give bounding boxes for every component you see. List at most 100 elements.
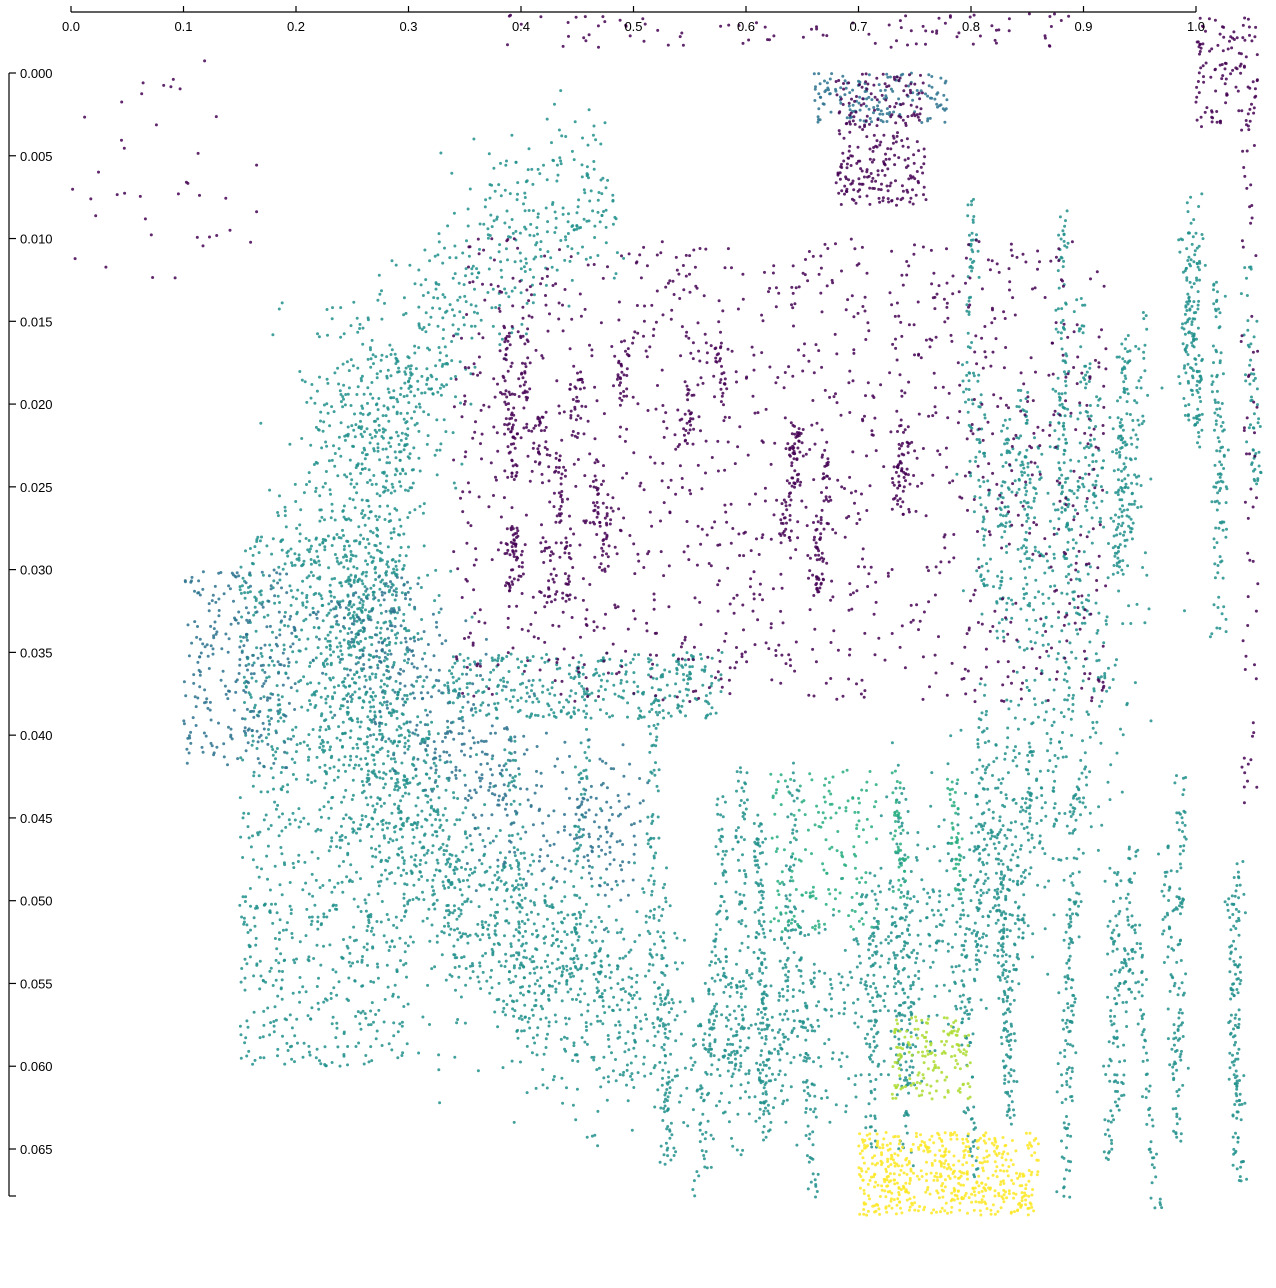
scatter-point — [359, 621, 363, 625]
scatter-point — [1107, 1134, 1111, 1138]
scatter-point — [625, 1063, 629, 1067]
scatter-point — [544, 1037, 548, 1041]
scatter-point — [1063, 1048, 1067, 1052]
scatter-point — [424, 794, 428, 797]
scatter-point — [1130, 481, 1134, 485]
scatter-point — [457, 281, 461, 285]
scatter-point — [420, 328, 424, 331]
scatter-point — [1153, 1206, 1157, 1210]
scatter-point — [406, 747, 410, 751]
scatter-point — [1107, 542, 1110, 545]
scatter-point — [1171, 1072, 1175, 1076]
scatter-point — [434, 281, 438, 285]
scatter-point — [499, 260, 503, 264]
scatter-point — [895, 1093, 899, 1097]
scatter-point — [496, 910, 499, 914]
scatter-point — [454, 256, 458, 260]
scatter-point — [693, 1194, 697, 1198]
scatter-point — [1064, 1168, 1068, 1172]
scatter-point — [449, 569, 453, 573]
scatter-point — [1174, 1036, 1178, 1040]
scatter-point — [363, 457, 367, 461]
scatter-point — [673, 931, 677, 935]
scatter-point — [700, 1149, 704, 1153]
scatter-point — [1122, 1073, 1126, 1077]
scatter-point — [1167, 927, 1171, 931]
scatter-point — [401, 713, 405, 716]
scatter-point — [465, 899, 469, 903]
scatter-point — [995, 890, 999, 894]
scatter-point — [644, 974, 647, 978]
scatter-point — [1087, 530, 1091, 534]
scatter-point — [498, 851, 502, 855]
scatter-point — [466, 207, 470, 211]
scatter-point — [570, 149, 574, 153]
scatter-point — [420, 618, 424, 621]
scatter-point — [902, 787, 906, 790]
scatter-point — [413, 344, 417, 348]
scatter-point — [763, 935, 767, 939]
scatter-point — [663, 1110, 667, 1114]
scatter-point — [355, 670, 359, 674]
scatter-point — [739, 995, 743, 999]
scatter-point — [745, 969, 749, 972]
scatter-point — [1108, 919, 1112, 923]
scatter-point — [574, 1118, 578, 1122]
scatter-point — [759, 822, 763, 826]
scatter-point — [1069, 874, 1072, 878]
scatter-point — [446, 224, 450, 228]
scatter-point — [762, 1063, 766, 1067]
scatter-point — [1052, 688, 1056, 692]
scatter-point — [430, 885, 434, 889]
scatter-point — [525, 1091, 529, 1095]
scatter-point — [366, 386, 370, 390]
scatter-point — [557, 128, 561, 132]
scatter-point — [1061, 731, 1064, 734]
scatter-point — [974, 1159, 978, 1163]
scatter-point — [995, 756, 999, 760]
scatter-point — [1042, 622, 1046, 626]
scatter-point — [560, 1076, 564, 1080]
scatter-point — [389, 374, 393, 378]
scatter-point — [976, 745, 980, 749]
scatter-point — [487, 923, 491, 927]
scatter-point — [1180, 981, 1184, 985]
scatter-point — [533, 971, 537, 975]
scatter-point — [1021, 797, 1024, 800]
scatter-point — [503, 188, 507, 192]
scatter-point — [1009, 1055, 1013, 1059]
scatter-point — [618, 1023, 622, 1027]
scatter-point — [1002, 950, 1006, 954]
scatter-point — [402, 862, 406, 865]
scatter-point — [1171, 1065, 1175, 1069]
scatter-point — [666, 1107, 670, 1111]
scatter-point — [936, 939, 940, 943]
scatter-point — [904, 1076, 908, 1080]
scatter-point — [961, 901, 965, 905]
scatter-point — [1179, 959, 1183, 962]
scatter-point — [1072, 492, 1076, 496]
scatter-point — [723, 1110, 727, 1114]
scatter-point — [538, 248, 542, 251]
scatter-point — [732, 1009, 736, 1013]
scatter-point — [528, 1026, 532, 1030]
scatter-point — [860, 895, 863, 899]
scatter-point — [1065, 961, 1069, 965]
scatter-point — [1115, 658, 1118, 662]
scatter-point — [764, 1037, 768, 1041]
scatter-point — [1236, 1051, 1239, 1055]
scatter-point — [578, 922, 582, 926]
scatter-point — [1130, 950, 1134, 953]
scatter-point — [490, 947, 494, 951]
scatter-point — [1181, 1035, 1185, 1038]
scatter-point — [1177, 897, 1181, 901]
scatter-point — [466, 224, 470, 228]
scatter-point — [391, 485, 395, 489]
scatter-point — [364, 692, 368, 696]
scatter-point — [1097, 611, 1101, 615]
scatter-point — [520, 906, 524, 910]
scatter-point — [589, 1022, 593, 1026]
scatter-point — [1126, 915, 1130, 919]
scatter-point — [556, 173, 560, 177]
scatter-point — [1100, 499, 1104, 503]
